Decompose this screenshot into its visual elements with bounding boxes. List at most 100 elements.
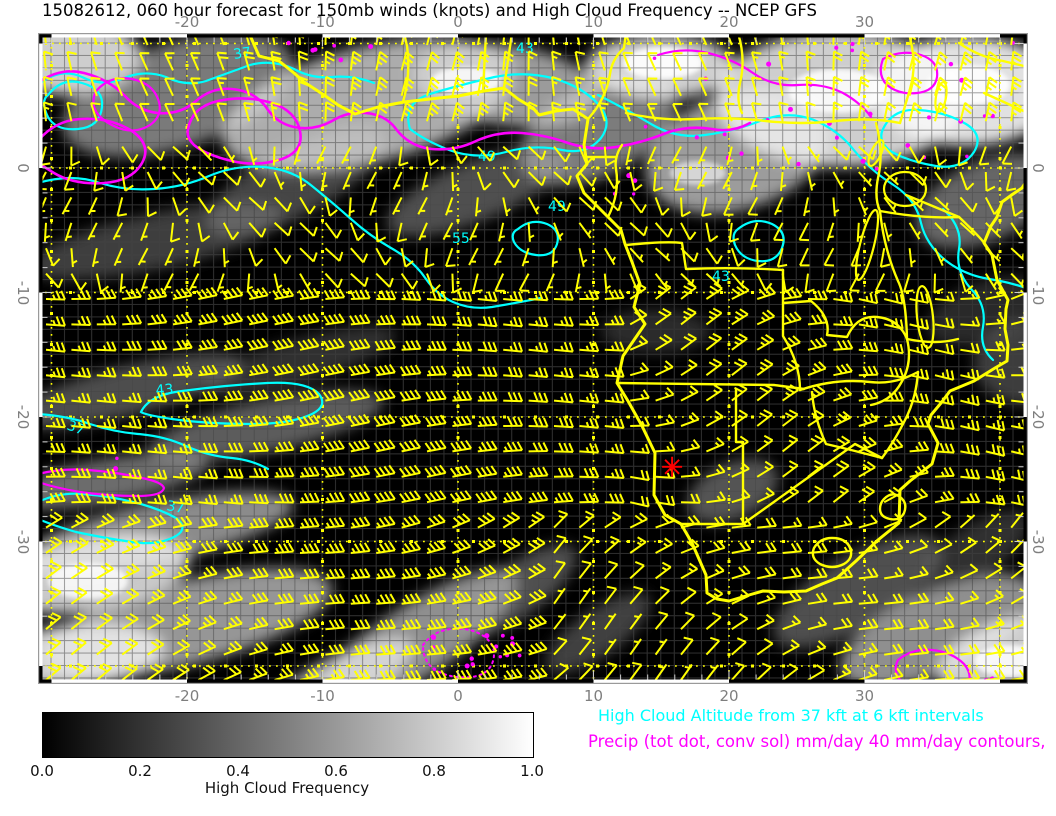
wind-barb: [629, 335, 649, 351]
wind-barb: [807, 337, 828, 351]
wind-barb: [502, 589, 522, 605]
wind-barb: [221, 286, 244, 300]
wind-barb: [957, 146, 968, 167]
wind-barb: [985, 419, 1006, 432]
wind-barb: [197, 664, 216, 681]
wind-barb: [147, 588, 166, 605]
wind-barb: [528, 589, 547, 605]
wind-barb: [172, 171, 191, 188]
wind-barb: [706, 491, 727, 504]
wind-barb: [66, 76, 77, 97]
wind-barb: [323, 288, 346, 300]
wind-barb: [778, 50, 789, 71]
wind-barb: [553, 222, 564, 241]
wind-barb: [1005, 171, 1017, 192]
lat-tick-label-left: -30: [14, 529, 32, 554]
wind-barb: [45, 442, 66, 453]
wind-barb: [399, 439, 421, 453]
wind-barb: [858, 365, 879, 377]
wind-barb: [223, 171, 242, 186]
wind-barb: [42, 50, 54, 71]
country-border: [606, 143, 624, 219]
wind-barb: [138, 102, 150, 122]
wind-barb: [452, 341, 473, 352]
wind-barb: [629, 222, 648, 237]
wind-barb: [731, 662, 746, 681]
wind-barb: [604, 535, 620, 554]
wind-barb: [375, 247, 392, 266]
lon-tick-label-top: 0: [453, 13, 463, 31]
wind-barb: [70, 637, 87, 656]
wind-barb: [807, 516, 828, 529]
wind-barb: [503, 416, 524, 427]
wind-barb: [502, 537, 521, 554]
lat-tick-label-right: -30: [1029, 529, 1047, 554]
wind-barb: [96, 443, 117, 455]
wind-barb: [574, 101, 587, 122]
wind-barb: [655, 441, 676, 453]
wind-barb: [350, 272, 369, 288]
wind-barb: [451, 171, 458, 192]
wind-barb: [222, 222, 240, 241]
wind-barb: [172, 663, 190, 681]
wind-barb: [342, 171, 352, 190]
wind-barb: [604, 341, 625, 352]
country-border: [810, 390, 884, 460]
wind-barb: [909, 292, 930, 304]
wind-barb: [323, 439, 345, 453]
wind-barb: [70, 273, 88, 291]
wind-barb: [959, 102, 974, 122]
wind-barb: [503, 465, 523, 478]
wind-barb: [249, 363, 269, 377]
wind-barb: [249, 517, 269, 529]
wind-barb: [64, 222, 73, 242]
wind-barb: [960, 368, 980, 381]
wind-barb: [323, 313, 346, 326]
wind-barb: [298, 287, 320, 300]
wind-barb: [960, 443, 981, 456]
wind-barb: [373, 388, 396, 402]
wind-barb: [272, 363, 294, 377]
wind-barb: [705, 563, 725, 580]
wind-barb: [646, 102, 658, 122]
wind-barb: [350, 644, 371, 656]
wind-barb: [578, 222, 592, 239]
wind-barb: [883, 76, 897, 96]
wind-barb: [731, 565, 751, 580]
cloud-altitude-contour-label: 37: [65, 418, 87, 439]
wind-barb: [528, 641, 548, 656]
wind-barb: [781, 409, 799, 427]
wind-barb: [625, 146, 633, 166]
wind-barb: [655, 537, 673, 554]
wind-barb: [400, 247, 414, 268]
wind-barb: [908, 222, 921, 240]
wind-barb: [805, 50, 816, 71]
wind-barb: [731, 358, 748, 376]
wind-barb: [934, 222, 949, 238]
wind-barb: [680, 586, 697, 605]
wind-barb: [424, 464, 447, 478]
wind-barb: [172, 540, 193, 554]
map-area: 37 43 49 55 49 43 43 37 37: [0, 20, 1056, 730]
wind-barb: [424, 490, 447, 504]
frame-rect: [38, 33, 1028, 684]
wind-barb: [551, 75, 562, 96]
wind-barb: [705, 664, 719, 681]
wind-barb: [374, 339, 396, 351]
wind-barb: [697, 102, 709, 122]
wind-barb: [442, 222, 454, 241]
wind-barb: [451, 76, 465, 97]
wind-barb: [350, 669, 371, 681]
wind-barb: [1010, 512, 1024, 529]
wind-barb: [909, 440, 930, 453]
wind-barb: [985, 643, 1006, 656]
wind-barb: [654, 222, 673, 238]
wind-barb: [832, 197, 840, 217]
wind-barb: [984, 196, 1002, 215]
wind-barb: [680, 493, 701, 504]
wind-barb: [121, 638, 139, 656]
wind-barb: [216, 51, 229, 71]
wind-barb: [299, 618, 320, 631]
wind-barb: [172, 287, 193, 300]
wind-barb: [475, 490, 498, 504]
